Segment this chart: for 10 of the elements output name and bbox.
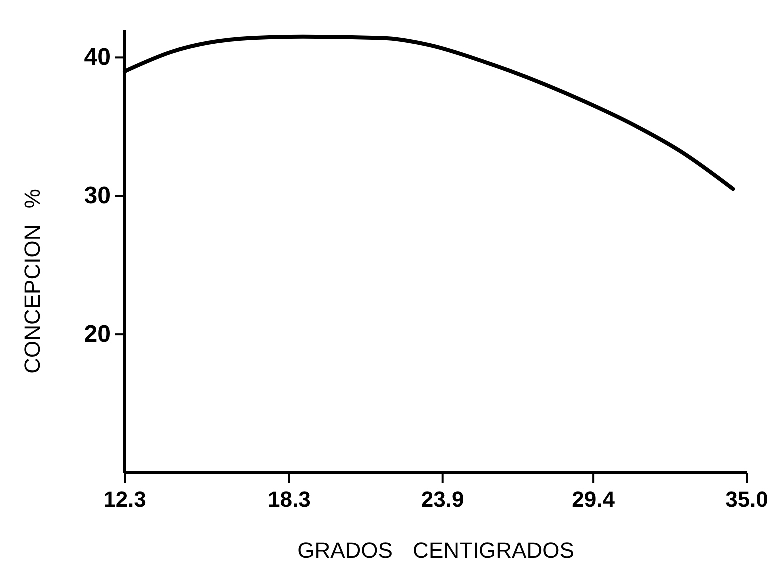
y-tick-label: 40 [84, 44, 111, 72]
y-tick-label: 30 [84, 182, 111, 210]
x-tick-label: 35.0 [726, 487, 768, 512]
x-tick-label: 29.4 [572, 487, 616, 512]
x-axis-title: GRADOS CENTIGRADOS [298, 538, 574, 563]
x-tick-label: 18.3 [268, 487, 311, 512]
x-tick-label: 12.3 [104, 487, 146, 512]
y-axis-title: CONCEPCION % [20, 189, 45, 374]
y-tick-label: 20 [84, 321, 111, 348]
x-tick-label: 23.9 [421, 487, 464, 512]
